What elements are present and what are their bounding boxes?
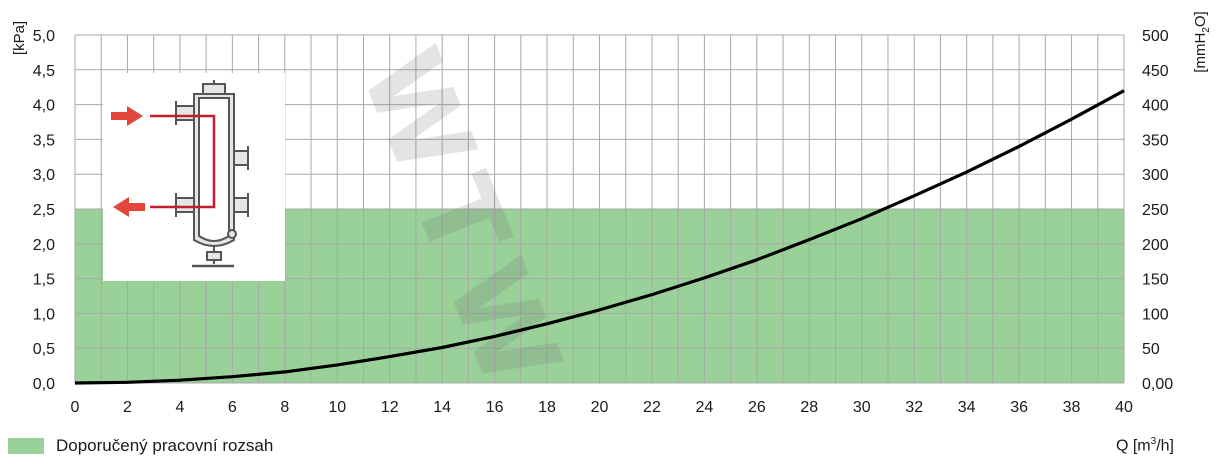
y-tick-label: 0,5 — [33, 341, 55, 358]
y-tick-label: 3,0 — [33, 167, 55, 184]
y-axis-right-label: [mmH2O] — [1192, 11, 1212, 72]
y2-tick-label: 400 — [1142, 98, 1169, 115]
x-tick-label: 0 — [71, 399, 80, 416]
y-tick-label: 5,0 — [33, 28, 55, 45]
y-tick-label: 3,5 — [33, 132, 55, 149]
y-tick-label: 2,5 — [33, 202, 55, 219]
y-axis-right-ticks: 0,00 50 100 150 200 250 300 350 400 450 500 — [1142, 28, 1173, 393]
y2-tick-label: 200 — [1142, 237, 1169, 254]
x-tick-label: 6 — [228, 399, 237, 416]
inlet-arrow-icon — [111, 106, 143, 126]
x-tick-label: 32 — [905, 399, 923, 416]
x-tick-label: 12 — [381, 399, 399, 416]
y-tick-label: 1,5 — [33, 272, 55, 289]
y2-tick-label: 500 — [1142, 28, 1169, 45]
x-tick-label: 28 — [800, 399, 818, 416]
y-tick-label: 2,0 — [33, 237, 55, 254]
legend-label: Doporučený pracovní rozsah — [56, 436, 274, 455]
x-axis-ticks: 0 2 4 6 8 10 12 14 16 18 20 22 24 26 28 30 32 34 36 38 40 — [71, 399, 1133, 416]
legend-swatch — [8, 438, 44, 454]
y2-tick-label: 250 — [1142, 202, 1169, 219]
y-axis-left-label: [kPa] — [11, 21, 28, 55]
flow-path — [150, 114, 216, 209]
x-axis-label: Q [m3/h] — [1115, 436, 1174, 455]
x-tick-label: 8 — [280, 399, 289, 416]
y2-tick-label: 300 — [1142, 167, 1169, 184]
hydraulic-separator-inset — [103, 73, 285, 281]
y-axis-left-ticks: 0,0 0,5 1,0 1,5 2,0 2,5 3,0 3,5 4,0 4,5 5,0 — [33, 28, 55, 393]
pressure-loss-curve-layer — [74, 89, 1125, 385]
x-tick-label: 18 — [538, 399, 556, 416]
y2-tick-label: 50 — [1142, 341, 1160, 358]
x-tick-label: 40 — [1115, 399, 1133, 416]
y2-tick-label: 450 — [1142, 63, 1169, 80]
x-tick-label: 20 — [591, 399, 609, 416]
x-tick-label: 22 — [643, 399, 661, 416]
x-tick-label: 38 — [1063, 399, 1081, 416]
legend: Doporučený pracovní rozsah — [8, 436, 273, 456]
x-tick-label: 4 — [175, 399, 184, 416]
x-tick-label: 24 — [696, 399, 714, 416]
y2-tick-label: 350 — [1142, 132, 1169, 149]
y2-tick-label: 100 — [1142, 306, 1169, 323]
outlet-arrow-icon — [113, 197, 145, 217]
y-tick-label: 0,0 — [33, 376, 55, 393]
y2-tick-label: 150 — [1142, 272, 1169, 289]
y-tick-label: 1,0 — [33, 306, 55, 323]
x-tick-label: 16 — [486, 399, 504, 416]
x-tick-label: 26 — [748, 399, 766, 416]
y2-tick-label: 0,00 — [1142, 376, 1173, 393]
y-tick-label: 4,0 — [33, 98, 55, 115]
x-tick-label: 36 — [1010, 399, 1028, 416]
x-tick-label: 34 — [958, 399, 976, 416]
y-tick-label: 4,5 — [33, 63, 55, 80]
x-tick-label: 30 — [853, 399, 871, 416]
x-tick-label: 2 — [123, 399, 132, 416]
x-tick-label: 10 — [328, 399, 346, 416]
x-tick-label: 14 — [433, 399, 451, 416]
